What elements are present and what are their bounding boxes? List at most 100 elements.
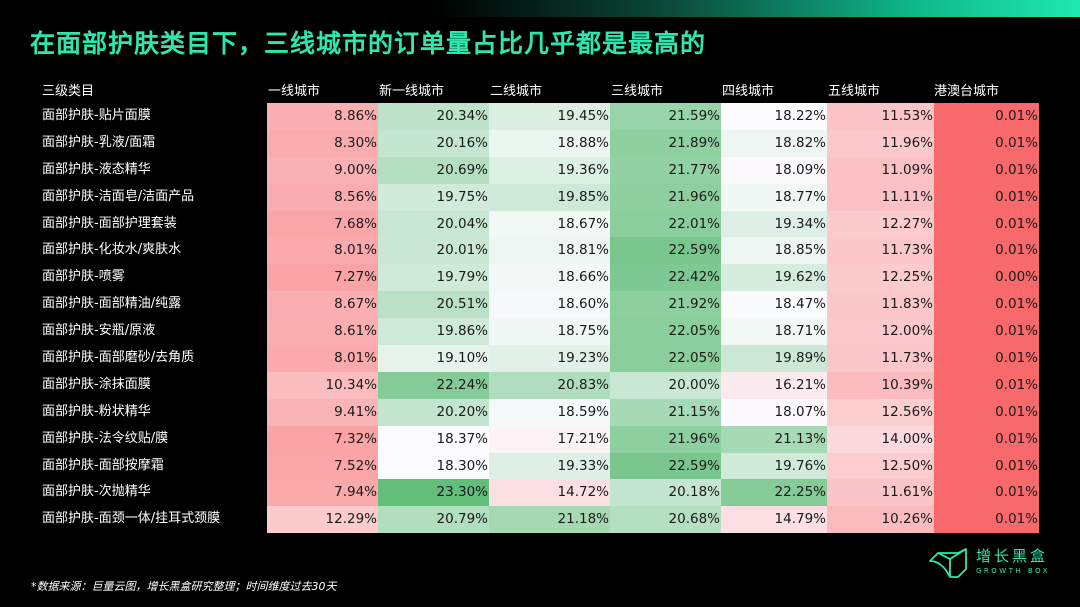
row-label: 面部护肤-喷雾	[42, 269, 125, 285]
heatmap-cell: 8.56%	[267, 183, 378, 211]
heatmap-cell: 20.51%	[378, 291, 489, 319]
heatmap-cell: 8.67%	[267, 291, 378, 319]
heatmap-cell: 10.26%	[827, 506, 934, 534]
heatmap-cell: 20.83%	[489, 371, 610, 399]
top-gradient-bar	[0, 0, 1080, 17]
heatmap-cell: 8.01%	[267, 237, 378, 265]
heatmap-cell: 12.27%	[827, 210, 934, 238]
row-label: 面部护肤-乳液/面霜	[42, 134, 156, 150]
heatmap-cell: 18.59%	[489, 398, 610, 426]
row-label: 面部护肤-化妆水/爽肤水	[42, 242, 182, 258]
heatmap-cell: 8.61%	[267, 318, 378, 346]
heatmap-cell: 18.81%	[489, 237, 610, 265]
heatmap-cell: 0.01%	[934, 183, 1039, 211]
row-label: 面部护肤-涂抹面膜	[42, 376, 151, 392]
header-category: 三级类目	[42, 84, 95, 99]
heatmap-cell: 11.11%	[827, 183, 934, 211]
heatmap-cell: 18.75%	[489, 318, 610, 346]
heatmap-cell: 19.34%	[721, 210, 827, 238]
heatmap-cell: 0.01%	[934, 479, 1039, 507]
heatmap-cell: 20.16%	[378, 129, 489, 157]
heatmap-cell: 10.34%	[267, 371, 378, 399]
heatmap-cell: 20.18%	[610, 479, 721, 507]
heatmap-cell: 7.52%	[267, 452, 378, 480]
heatmap-cell: 18.37%	[378, 425, 489, 453]
heatmap-cell: 22.24%	[378, 371, 489, 399]
heatmap-cell: 0.01%	[934, 506, 1039, 534]
header-tier4: 四线城市	[722, 84, 775, 99]
heatmap-cell: 0.01%	[934, 345, 1039, 372]
heatmap-cell: 11.83%	[827, 291, 934, 319]
heatmap-cell: 19.10%	[378, 345, 489, 372]
heatmap-cell: 19.45%	[489, 103, 610, 130]
heatmap-cell: 22.42%	[610, 264, 721, 292]
row-label: 面部护肤-面部护理套装	[42, 215, 177, 231]
heatmap-cell: 21.77%	[610, 156, 721, 184]
heatmap-cell: 19.62%	[721, 264, 827, 292]
heatmap-cell: 18.09%	[721, 156, 827, 184]
heatmap-cell: 18.66%	[489, 264, 610, 292]
row-label: 面部护肤-次抛精华	[42, 484, 151, 500]
heatmap-cell: 0.01%	[934, 237, 1039, 265]
heatmap-cell: 18.77%	[721, 183, 827, 211]
heatmap-cell: 12.50%	[827, 452, 934, 480]
heatmap-cell: 0.01%	[934, 398, 1039, 426]
row-label: 面部护肤-面颈一体/挂耳式颈膜	[42, 511, 221, 527]
heatmap-cell: 8.86%	[267, 103, 378, 130]
heatmap-cell: 0.01%	[934, 291, 1039, 319]
heatmap-cell: 21.15%	[610, 398, 721, 426]
heatmap-cell: 0.01%	[934, 103, 1039, 130]
heatmap-cell: 0.01%	[934, 156, 1039, 184]
heatmap-cell: 22.01%	[610, 210, 721, 238]
heatmap-cell: 18.71%	[721, 318, 827, 346]
row-label: 面部护肤-安瓶/原液	[42, 323, 156, 339]
heatmap-cell: 7.68%	[267, 210, 378, 238]
heatmap-cell: 20.34%	[378, 103, 489, 130]
heatmap-cell: 22.05%	[610, 345, 721, 372]
heatmap-cell: 21.89%	[610, 129, 721, 157]
heatmap-cell: 18.67%	[489, 210, 610, 238]
heatmap-cell: 22.25%	[721, 479, 827, 507]
heatmap-cell: 21.96%	[610, 183, 721, 211]
logo-name: 增长黑盒	[976, 547, 1049, 565]
heatmap-cell: 19.33%	[489, 452, 610, 480]
heatmap-cell: 9.41%	[267, 398, 378, 426]
heatmap-cell: 20.20%	[378, 398, 489, 426]
heatmap-cell: 22.59%	[610, 452, 721, 480]
page-title: 在面部护肤类目下，三线城市的订单量占比几乎都是最高的	[30, 29, 707, 58]
header-tier1: 一线城市	[268, 84, 321, 99]
heatmap-cell: 11.96%	[827, 129, 934, 157]
heatmap-cell: 12.29%	[267, 506, 378, 534]
row-label: 面部护肤-液态精华	[42, 161, 151, 177]
heatmap-cell: 11.09%	[827, 156, 934, 184]
heatmap-cell: 18.07%	[721, 398, 827, 426]
heatmap-grid: 8.86% 20.34% 19.45% 21.59% 18.22% 11.53% 0.01%…	[267, 103, 1039, 534]
table-header: 三级类目 一线城市 新一线城市 二线城市 三线城市 四线城市 五线城市 港澳台城…	[0, 80, 1080, 102]
heatmap-cell: 12.56%	[827, 398, 934, 426]
heatmap-cell: 19.89%	[721, 345, 827, 372]
heatmap-cell: 18.22%	[721, 103, 827, 130]
heatmap-cell: 19.85%	[489, 183, 610, 211]
heatmap-cell: 18.30%	[378, 452, 489, 480]
heatmap-cell: 20.69%	[378, 156, 489, 184]
row-label: 面部护肤-粉状精华	[42, 403, 151, 419]
heatmap-cell: 20.79%	[378, 506, 489, 534]
heatmap-cell: 9.00%	[267, 156, 378, 184]
row-label: 面部护肤-贴片面膜	[42, 108, 151, 123]
heatmap-cell: 0.01%	[934, 371, 1039, 399]
heatmap-cell: 18.88%	[489, 129, 610, 157]
heatmap-cell: 0.01%	[934, 425, 1039, 453]
heatmap-cell: 0.01%	[934, 452, 1039, 480]
heatmap-cell: 20.68%	[610, 506, 721, 534]
heatmap-cell: 19.79%	[378, 264, 489, 292]
heatmap-cell: 11.73%	[827, 345, 934, 372]
header-hmt: 港澳台城市	[934, 84, 1000, 99]
row-label: 面部护肤-面部磨砂/去角质	[42, 350, 195, 366]
heatmap-cell: 21.92%	[610, 291, 721, 319]
heatmap-cell: 23.30%	[378, 479, 489, 507]
heatmap-cell: 7.27%	[267, 264, 378, 292]
heatmap-cell: 19.75%	[378, 183, 489, 211]
heatmap-cell: 18.47%	[721, 291, 827, 319]
heatmap-cell: 20.01%	[378, 237, 489, 265]
heatmap-cell: 8.30%	[267, 129, 378, 157]
